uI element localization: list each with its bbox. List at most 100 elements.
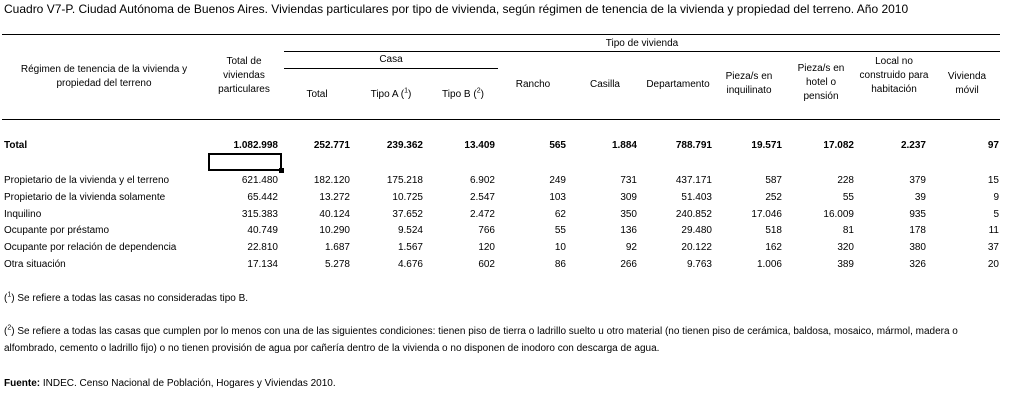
- table-cell: 602: [478, 259, 495, 270]
- table-cell: 92: [625, 242, 637, 253]
- fill-handle[interactable]: [279, 168, 284, 173]
- table-cell: 2.472: [469, 209, 495, 220]
- table-cell: 178: [909, 225, 926, 236]
- table-cell: 315.383: [241, 209, 278, 220]
- table-cell: 9.524: [397, 225, 423, 236]
- table-cell: 136: [620, 225, 637, 236]
- table-cell: 120: [478, 242, 495, 253]
- selected-cell[interactable]: [208, 153, 282, 171]
- header-regimen: Régimen de tenencia de la vivienda y pro…: [20, 64, 188, 89]
- table-cell: 37: [987, 242, 999, 253]
- table-cell: 175.218: [386, 175, 423, 186]
- table-cell: 379: [909, 175, 926, 186]
- rule-casa: [284, 68, 498, 69]
- table-cell: 249: [549, 175, 566, 186]
- total-cell: 17.082: [823, 140, 854, 151]
- table-cell: 55: [554, 225, 566, 236]
- row-label: Ocupante por relación de dependencia: [4, 242, 177, 253]
- total-cell: 97: [987, 140, 999, 151]
- table-cell: 9.763: [686, 259, 712, 270]
- table-cell: 37.652: [392, 209, 423, 220]
- table-cell: 10: [554, 242, 566, 253]
- table-cell: 621.480: [241, 175, 278, 186]
- table-cell: 252: [765, 192, 782, 203]
- total-cell: 1.884: [611, 140, 637, 151]
- header-casa: Casa: [379, 54, 403, 65]
- table-cell: 326: [909, 259, 926, 270]
- row-label: Otra situación: [4, 259, 66, 270]
- source-note: Fuente: INDEC. Censo Nacional de Poblaci…: [4, 378, 336, 389]
- table-cell: 29.480: [681, 225, 712, 236]
- table-cell: 4.676: [397, 259, 423, 270]
- table-cell: 437.171: [675, 175, 712, 186]
- table-cell: 5.278: [324, 259, 350, 270]
- table-cell: 935: [909, 209, 926, 220]
- table-cell: 13.272: [319, 192, 350, 203]
- total-cell: 19.571: [751, 140, 782, 151]
- table-cell: 380: [909, 242, 926, 253]
- row-label-total: Total: [4, 140, 28, 151]
- total-cell: 239.362: [386, 140, 423, 151]
- table-cell: 55: [842, 192, 854, 203]
- table-cell: 20: [987, 259, 999, 270]
- header-casa-total: Total: [306, 89, 328, 100]
- header-tipo-vivienda: Tipo de vivienda: [605, 38, 679, 49]
- table-cell: 40.749: [247, 225, 278, 236]
- table-cell: 228: [837, 175, 854, 186]
- table-cell: 350: [620, 209, 637, 220]
- header-local: Local no construido para habitación: [859, 56, 929, 95]
- table-cell: 16.009: [823, 209, 854, 220]
- table-cell: 40.124: [319, 209, 350, 220]
- row-label: Inquilino: [4, 209, 42, 220]
- header-casilla: Casilla: [589, 79, 620, 90]
- table-cell: 20.122: [681, 242, 712, 253]
- rule-tipo: [284, 51, 1000, 52]
- header-pieza-inquilinato: Pieza/s en inquilinato: [725, 71, 773, 96]
- table-cell: 6.902: [469, 175, 495, 186]
- total-cell: 2.237: [900, 140, 926, 151]
- table-cell: 240.852: [675, 209, 712, 220]
- table-cell: 11: [988, 225, 999, 236]
- header-total-viviendas: Total de viviendas particulares: [218, 56, 270, 95]
- table-cell: 309: [620, 192, 637, 203]
- row-label: Propietario de la vivienda solamente: [4, 192, 166, 203]
- table-cell: 62: [554, 209, 566, 220]
- table-title: Cuadro V7-P. Ciudad Autónoma de Buenos A…: [4, 2, 909, 16]
- total-cell: 13.409: [464, 140, 495, 151]
- table-cell: 81: [842, 225, 854, 236]
- row-label: Ocupante por préstamo: [4, 225, 110, 236]
- table-cell: 103: [549, 192, 566, 203]
- table-cell: 766: [478, 225, 495, 236]
- footnote-2: (2) Se refiere a todas las casas que cum…: [4, 324, 958, 354]
- header-pieza-hotel: Pieza/s en hotel o pensión: [797, 63, 845, 102]
- table-cell: 1.687: [324, 242, 350, 253]
- total-cell: 565: [549, 140, 566, 151]
- table-cell: 5: [993, 209, 999, 220]
- table-cell: 587: [765, 175, 782, 186]
- table-cell: 1.567: [397, 242, 423, 253]
- table-cell: 2.547: [469, 192, 495, 203]
- total-cell: 1.082.998: [233, 140, 279, 151]
- table-cell: 731: [620, 175, 637, 186]
- table-cell: 86: [554, 259, 566, 270]
- header-movil: Vivienda móvil: [947, 71, 987, 96]
- table-cell: 51.403: [681, 192, 712, 203]
- footnote-1: (1) Se refiere a todas las casas no cons…: [4, 291, 249, 304]
- table-cell: 266: [620, 259, 637, 270]
- table-cell: 9: [993, 192, 999, 203]
- rule-header-bottom: [2, 119, 1000, 120]
- table-cell: 17.046: [751, 209, 782, 220]
- total-cell: 252.771: [313, 140, 350, 151]
- header-departamento: Departamento: [646, 79, 710, 90]
- row-label: Propietario de la vivienda y el terreno: [4, 175, 170, 186]
- table-cell: 10.290: [319, 225, 350, 236]
- table-cell: 10.725: [392, 192, 423, 203]
- table-cell: 389: [837, 259, 854, 270]
- rule-top: [2, 34, 1000, 35]
- table-cell: 1.006: [756, 259, 782, 270]
- header-tipo-b: Tipo B (2): [442, 87, 484, 100]
- table-cell: 320: [837, 242, 854, 253]
- table-cell: 162: [765, 242, 782, 253]
- table-cell: 65.442: [247, 192, 278, 203]
- header-tipo-a: Tipo A (1): [370, 87, 412, 100]
